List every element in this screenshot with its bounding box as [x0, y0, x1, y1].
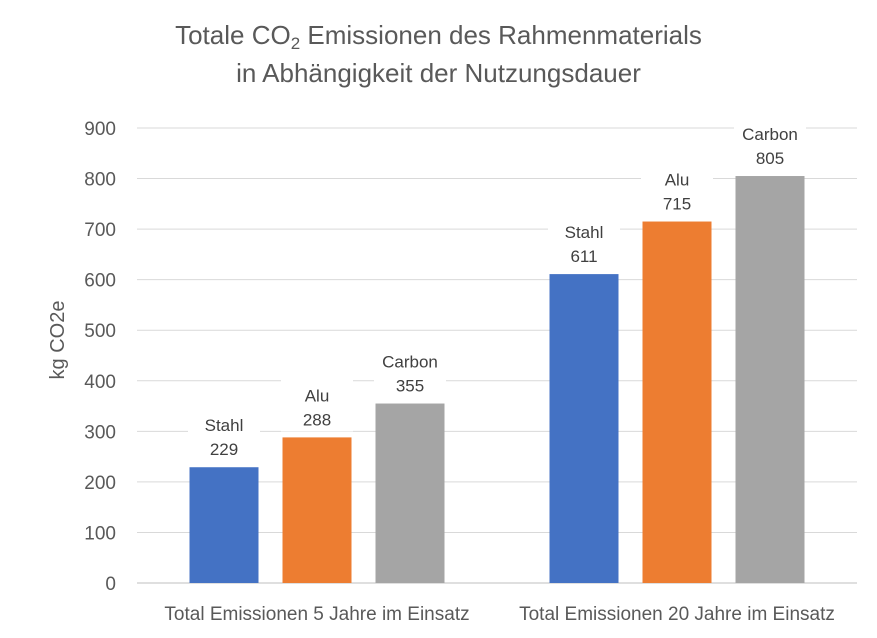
- bar-alu: [642, 221, 712, 583]
- y-axis-label: kg CO2e: [47, 301, 69, 380]
- bar-stahl: [189, 467, 259, 583]
- data-label-value: 805: [756, 149, 784, 168]
- y-tick-label: 300: [84, 422, 116, 443]
- y-tick-label: 500: [84, 321, 116, 342]
- x-category-label: Total Emissionen 20 Jahre im Einsatz: [519, 604, 835, 625]
- y-tick-label: 900: [84, 119, 116, 140]
- bar-alu: [282, 437, 352, 583]
- bar-carbon: [735, 176, 805, 583]
- y-tick-label: 700: [84, 220, 116, 241]
- data-label-value: 355: [396, 377, 424, 396]
- y-tick-label: 0: [105, 574, 116, 595]
- bar-stahl: [549, 274, 619, 583]
- x-category-label: Total Emissionen 5 Jahre im Einsatz: [164, 604, 469, 625]
- data-label-value: 229: [210, 440, 238, 459]
- chart-title-line-2: in Abhängigkeit der Nutzungsdauer: [236, 58, 641, 88]
- chart-title-post: Emissionen des Rahmenmaterials: [300, 20, 702, 50]
- data-label-series-name: Stahl: [205, 416, 244, 435]
- data-label-value: 288: [303, 410, 331, 429]
- y-tick-label: 100: [84, 523, 116, 544]
- chart-title-subscript: 2: [290, 34, 301, 53]
- y-tick-label: 800: [84, 170, 116, 191]
- y-tick-label: 200: [84, 473, 116, 494]
- data-label-background: [281, 379, 353, 432]
- data-label-background: [641, 163, 713, 216]
- data-label-series-name: Stahl: [565, 223, 604, 242]
- y-axis-ticks: 0 100 200 300 400 500 600 700 800 900: [84, 119, 116, 595]
- data-label-background: [188, 409, 260, 462]
- data-label-series-name: Alu: [665, 171, 690, 190]
- bar-carbon: [375, 403, 445, 583]
- bars: [189, 176, 805, 583]
- chart-title-line-1: Totale CO2 Emissionen des Rahmenmaterial…: [0, 18, 877, 52]
- data-label-value: 611: [570, 247, 597, 266]
- data-label-background: [734, 118, 806, 171]
- data-labels: Stahl 229 Alu 288 Carbon 355 Stahl 611 Alu 715 Car…: [188, 118, 806, 462]
- data-label-value: 715: [663, 195, 691, 214]
- data-label-background: [548, 216, 620, 269]
- chart-title-pre: Totale CO: [175, 20, 291, 50]
- x-axis-categories: Total Emissionen 5 Jahre im Einsatz Total…: [164, 604, 834, 625]
- y-tick-label: 600: [84, 271, 116, 292]
- data-label-series-name: Carbon: [382, 353, 438, 372]
- y-tick-label: 400: [84, 372, 116, 393]
- data-label-series-name: Alu: [305, 386, 330, 405]
- data-label-background: [374, 345, 446, 398]
- data-label-series-name: Carbon: [742, 125, 798, 144]
